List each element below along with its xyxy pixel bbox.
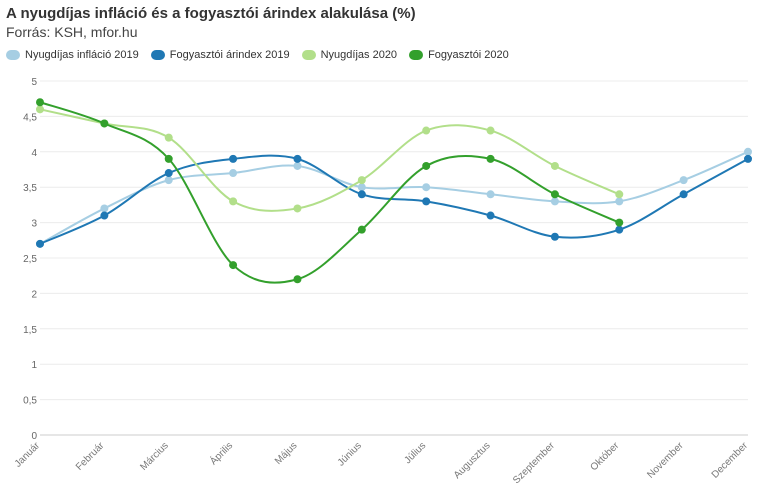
x-tick-label: Május	[273, 440, 300, 467]
data-point[interactable]	[36, 98, 44, 107]
data-point[interactable]	[679, 176, 688, 185]
y-tick-label: 2	[31, 289, 37, 300]
legend-label: Fogyasztói 2020	[428, 49, 509, 61]
legend-item-nyugdijas-2019[interactable]: Nyugdíjas infláció 2019	[6, 49, 139, 61]
gridlines	[40, 80, 748, 436]
legend-label: Fogyasztói árindex 2019	[169, 49, 290, 61]
y-tick-label: 3,5	[23, 183, 37, 194]
data-point[interactable]	[229, 154, 238, 163]
data-point[interactable]	[615, 225, 624, 234]
series-line	[39, 101, 620, 284]
data-point[interactable]	[615, 197, 624, 206]
data-point[interactable]	[550, 161, 559, 170]
data-point[interactable]	[293, 161, 302, 170]
data-point[interactable]	[486, 154, 495, 163]
data-point[interactable]	[164, 169, 173, 178]
y-tick-label: 4,5	[23, 112, 37, 123]
y-axis: 0 0,5 1 1,5 2 2,5 3 3,5 4 4,5 5	[23, 77, 37, 442]
data-point[interactable]	[422, 183, 431, 192]
data-point[interactable]	[615, 190, 624, 199]
data-point[interactable]	[744, 147, 752, 156]
data-point[interactable]	[550, 197, 559, 206]
x-tick-label: December	[710, 440, 751, 481]
data-point[interactable]	[422, 126, 431, 135]
data-point[interactable]	[357, 183, 366, 192]
data-point[interactable]	[164, 133, 173, 142]
x-tick-label: Február	[74, 440, 107, 473]
y-tick-label: 1,5	[23, 325, 37, 336]
data-point[interactable]	[486, 126, 495, 135]
data-point[interactable]	[100, 119, 109, 128]
legend-item-nyugdijas-2020[interactable]: Nyugdíjas 2020	[301, 49, 398, 61]
y-tick-label: 3	[31, 219, 37, 230]
data-point[interactable]	[550, 190, 559, 199]
series-line	[39, 108, 620, 212]
series-line	[39, 150, 749, 245]
data-point[interactable]	[36, 239, 44, 248]
legend-label: Nyugdíjas infláció 2019	[25, 49, 139, 61]
data-point[interactable]	[36, 105, 44, 114]
data-point[interactable]	[615, 218, 624, 227]
legend-item-fogyasztoi-2020[interactable]: Fogyasztói 2020	[409, 49, 509, 61]
x-axis: Január Február Március Április Május Június Jú…	[13, 439, 751, 486]
data-point[interactable]	[229, 261, 238, 270]
data-point[interactable]	[422, 161, 431, 170]
y-tick-label: 2,5	[23, 254, 37, 265]
legend-swatch	[301, 50, 316, 60]
x-tick-label: Január	[13, 440, 43, 470]
data-point[interactable]	[550, 232, 559, 241]
series-lines	[36, 98, 752, 284]
legend-swatch	[409, 50, 424, 60]
data-point[interactable]	[422, 197, 431, 206]
x-tick-label: Április	[207, 439, 235, 467]
x-tick-label: Március	[138, 440, 171, 473]
data-point[interactable]	[293, 204, 302, 213]
data-point[interactable]	[100, 204, 109, 213]
legend-swatch	[6, 50, 20, 60]
data-point[interactable]	[486, 211, 495, 220]
series-3	[36, 105, 624, 213]
y-tick-label: 0	[31, 431, 37, 442]
data-point[interactable]	[293, 275, 302, 284]
series-1	[36, 147, 752, 248]
chart-subtitle: Forrás: KSH, mfor.hu	[6, 24, 138, 40]
legend-label: Nyugdíjas 2020	[320, 49, 398, 61]
chart-title: A nyugdíjas infláció és a fogyasztói ári…	[6, 5, 416, 22]
data-point[interactable]	[679, 190, 688, 199]
data-point[interactable]	[293, 154, 302, 163]
series-line	[39, 154, 749, 245]
x-tick-label: Október	[588, 440, 621, 473]
data-point[interactable]	[486, 190, 495, 199]
y-tick-label: 0,5	[23, 396, 37, 407]
legend-item-fogyasztoi-2019[interactable]: Fogyasztói árindex 2019	[150, 49, 290, 61]
data-point[interactable]	[357, 176, 366, 185]
series-2	[36, 154, 752, 248]
legend-swatch	[150, 50, 165, 60]
y-tick-label: 1	[31, 360, 37, 371]
data-point[interactable]	[744, 154, 752, 163]
data-point[interactable]	[357, 190, 366, 199]
y-tick-label: 5	[31, 77, 37, 88]
x-tick-label: Június	[336, 440, 364, 468]
y-tick-label: 4	[31, 148, 37, 159]
x-tick-label: Július	[402, 440, 428, 466]
series-4	[36, 98, 624, 284]
x-tick-label: Augusztus	[452, 440, 493, 481]
data-point[interactable]	[100, 211, 109, 220]
data-point[interactable]	[164, 154, 173, 163]
legend: Nyugdíjas infláció 2019 Fogyasztói árind…	[6, 49, 521, 61]
data-point[interactable]	[229, 169, 238, 178]
x-tick-label: November	[645, 440, 686, 481]
x-tick-label: Szeptember	[511, 440, 557, 486]
data-point[interactable]	[357, 225, 366, 234]
data-point[interactable]	[229, 197, 238, 206]
data-point[interactable]	[164, 176, 173, 185]
